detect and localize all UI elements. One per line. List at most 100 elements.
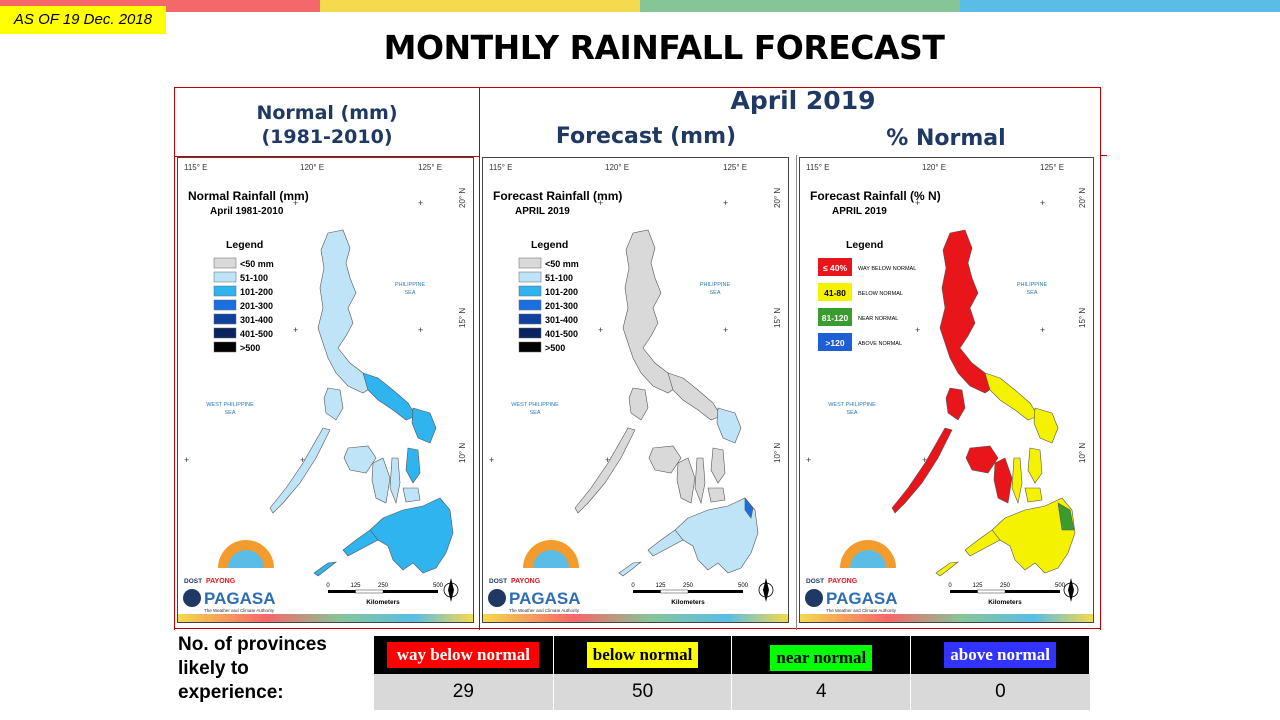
color-bar-blue [960,0,1280,12]
logo-umbrella-inner-icon [533,550,569,568]
sea-label-west: WEST PHILIPPINE [511,402,559,408]
island-mindanao [991,497,1076,574]
map-title: Normal Rainfall (mm) [188,189,309,203]
sea-label-west-2: SEA [846,410,857,416]
scale-tick-label: 250 [1000,583,1011,589]
map-svg: 115° E 120° E 125° E20° N15° N10° N+ ++ ++ +F… [800,163,1093,622]
graticule-cross: + [598,198,603,208]
legend-label: 101-200 [545,287,578,297]
islands [891,229,1076,577]
logo-tagline: The Weather and Climate Authority [826,608,897,613]
graticule-cross: + [184,455,189,465]
longitude-label: 125° E [1040,163,1064,172]
island-sulu [935,561,960,577]
sea-label-west: WEST PHILIPPINE [206,402,254,408]
sea-label-philippine: PHILIPPINE [395,282,426,288]
scale-label: Kilometers [671,599,705,606]
legend-label: ABOVE NORMAL [858,341,902,347]
island-panay [343,445,377,474]
island-cebu [1011,457,1023,505]
compass-needle-icon [763,578,769,602]
island-negros [993,457,1013,504]
logo-dost: DOST [489,578,507,585]
legend-label: 201-300 [545,301,578,311]
percent-normal-map: 115° E 120° E 125° E 20° N 15° N 10° N + + + + + + F… [799,157,1094,623]
forecast-header: Forecast (mm) [555,124,737,149]
north-arrow-icon [1063,578,1079,602]
above-normal-chip: above normal [944,642,1056,668]
island-palawan [891,427,953,514]
legend-label: 51-100 [545,273,573,283]
island-palawan [269,427,331,514]
island-panay [648,445,682,474]
scale-bar-segment [355,589,384,594]
map-svg: 115° E 120° E 125° E20° N15° N10° N+ ++ ++ +N… [178,163,473,622]
graticule-cross: + [1040,325,1045,335]
compass-needle-icon [448,578,454,602]
legend-swatch [818,283,852,301]
map-subtitle: APRIL 2019 [515,206,570,217]
island-bicol [984,372,1039,421]
legend-swatch [213,299,237,311]
legend-label: BELOW NORMAL [858,291,903,297]
latitude-label: 10° N [773,443,782,463]
latitude-label: 10° N [1078,443,1087,463]
island-sulu [618,561,643,577]
map-title: Forecast Rainfall (% N) [810,189,941,203]
graticule-cross: + [300,455,305,465]
logo-umbrella-inner-icon [228,550,264,568]
map-rainbow-strip [800,614,1093,622]
north-arrow-icon [758,578,774,602]
logo-pinwheel-icon [805,589,823,607]
count-near: 4 [731,674,912,710]
map-frame-right [1100,155,1101,630]
graticule-cross: + [723,325,728,335]
map-frame-divider [796,155,797,630]
compass-needle-icon [1068,578,1074,602]
sea-label-west-2: SEA [224,410,235,416]
logo-payong: PAYONG [828,578,858,585]
graticule: 115° E 120° E 125° E 20° N 15° N 10° N + + + + + + [806,163,1087,465]
logo-payong: PAYONG [511,578,541,585]
near-normal-chip: near normal [770,645,873,671]
graticule-cross: + [922,455,927,465]
longitude-label: 115° E [184,163,208,172]
legend-swatch [213,285,237,297]
map-rainbow-strip [483,614,788,622]
island-sulu [313,561,338,577]
legend-swatch [518,271,542,283]
graticule-cross: + [605,455,610,465]
logo-pagasa: PAGASA [509,589,580,608]
island-leyte [710,447,726,484]
graticule-cross: + [915,198,920,208]
legend-label: 201-300 [240,301,273,311]
month-header: April 2019 [730,86,876,115]
page-title: MONTHLY RAINFALL FORECAST [383,28,945,67]
scale-tick-label: 500 [1055,583,1066,589]
island-samar [1033,407,1059,444]
as-of-banner: AS OF 19 Dec. 2018 [0,6,166,34]
provinces-label: No. of provinces likely to experience: [178,634,327,703]
color-bar-green [640,0,960,12]
color-bar-yellow [320,0,640,12]
legend-label: WAY BELOW NORMAL [858,266,916,272]
longitude-label: 125° E [418,163,442,172]
island-samar [411,407,437,444]
legend-label: >500 [240,343,260,353]
forecast-rainfall-map: 115° E 120° E 125° E 20° N 15° N 10° N + + + + + + F… [482,157,789,623]
longitude-label: 120° E [922,163,946,172]
island-luzon [939,229,996,394]
map-title: Forecast Rainfall (mm) [493,189,622,203]
scale-label: Kilometers [366,599,400,606]
latitude-label: 10° N [458,443,467,463]
scale-bar-segment [977,589,1006,594]
category-header-above: above normal [910,636,1090,674]
legend-swatch-label: 41-80 [824,288,846,298]
category-header-near: near normal [731,636,912,674]
legend-label: NEAR NORMAL [858,316,898,322]
legend-label: 301-400 [240,315,273,325]
legend: Legend <50 mm 51-100 101-200 201-300 301-400 4… [518,239,579,353]
latitude-label: 15° N [1078,308,1087,328]
graticule-cross: + [489,455,494,465]
